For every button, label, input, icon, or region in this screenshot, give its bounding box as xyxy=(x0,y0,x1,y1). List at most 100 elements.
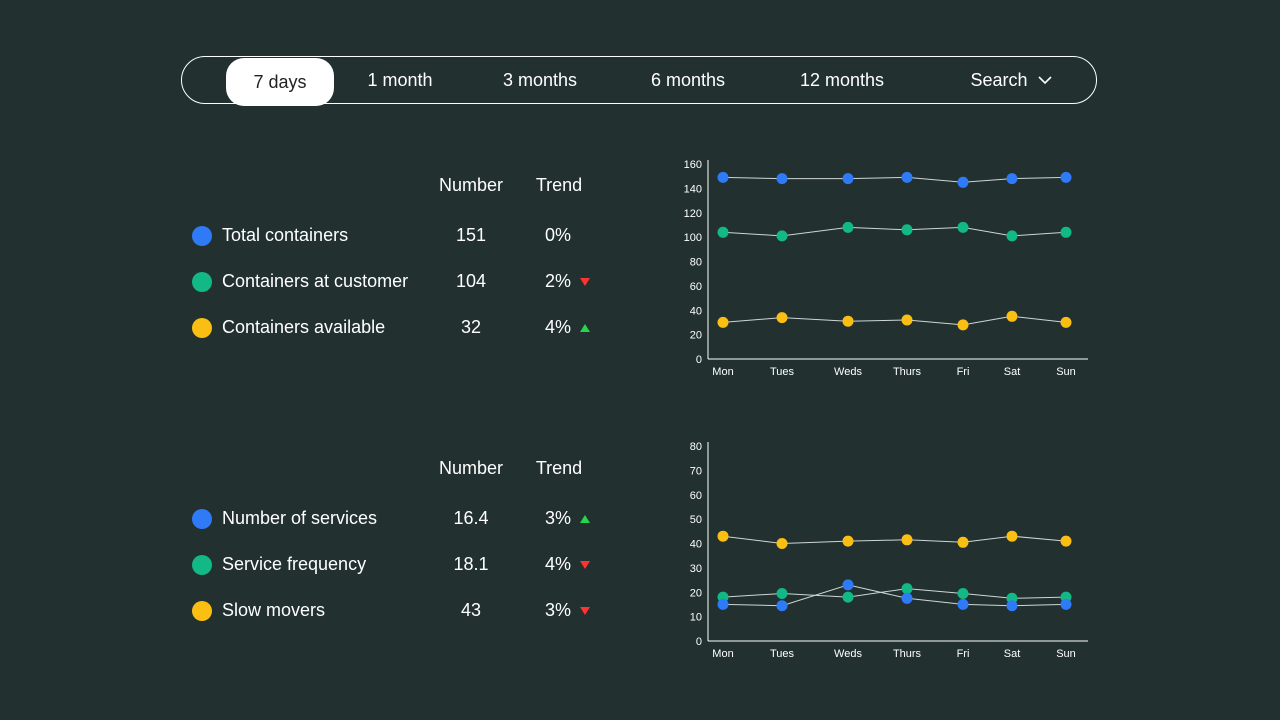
metric-label: Number of services xyxy=(222,508,378,528)
data-point xyxy=(1006,173,1018,185)
y-tick-label: 70 xyxy=(690,465,702,477)
data-point xyxy=(957,588,969,599)
data-point xyxy=(901,314,913,326)
y-tick-label: 80 xyxy=(690,257,702,269)
chevron-down-icon xyxy=(1037,76,1052,85)
metric-number: 104 xyxy=(455,271,487,291)
y-tick-label: 40 xyxy=(690,305,702,317)
legend-dot-yellow xyxy=(192,318,212,338)
x-tick-label: Weds xyxy=(834,648,862,660)
y-tick-label: 0 xyxy=(696,636,702,648)
x-tick-label: Fri xyxy=(957,366,970,378)
data-point xyxy=(1060,171,1072,183)
services-line-chart: 0 10 20 30 40 50 60 70 80 Mon Tues Weds Thurs Fri Sat S… xyxy=(690,441,1088,660)
metric-trend: 0% xyxy=(545,225,572,245)
search-label: Search xyxy=(970,69,1028,90)
data-point xyxy=(776,173,788,185)
x-tick-label: Weds xyxy=(834,366,862,378)
tab-3-months[interactable]: 3 months xyxy=(502,69,578,90)
data-point xyxy=(717,530,729,542)
header-trend: Trend xyxy=(535,175,583,195)
data-point xyxy=(717,598,729,610)
data-point xyxy=(1060,226,1072,238)
data-point xyxy=(717,171,729,183)
y-tick-label: 0 xyxy=(696,354,702,366)
trend-down-icon xyxy=(580,561,590,569)
metric-number: 43 xyxy=(460,600,482,620)
y-tick-label: 60 xyxy=(690,490,702,502)
y-tick-label: 60 xyxy=(690,281,702,293)
y-tick-label: 120 xyxy=(684,208,702,220)
x-tick-label: Sat xyxy=(1004,366,1021,378)
y-tick-label: 50 xyxy=(690,514,702,526)
data-point xyxy=(842,173,854,185)
metric-trend: 3% xyxy=(545,600,572,620)
data-point xyxy=(776,538,788,549)
data-point xyxy=(717,226,729,238)
x-tick-label: Mon xyxy=(712,648,733,660)
tab-7-days[interactable]: 7 days xyxy=(226,58,334,106)
x-tick-label: Mon xyxy=(712,366,733,378)
header-number: Number xyxy=(438,175,504,195)
y-tick-label: 40 xyxy=(690,539,702,551)
data-point xyxy=(776,230,788,242)
data-point xyxy=(1006,230,1018,242)
metric-label: Total containers xyxy=(222,225,349,245)
metric-trend: 4% xyxy=(545,554,572,574)
data-point xyxy=(1060,535,1072,547)
metric-label: Containers available xyxy=(222,317,386,337)
legend-dot-blue xyxy=(192,509,212,529)
search-dropdown[interactable]: Search xyxy=(946,57,1076,103)
x-tick-label: Tues xyxy=(770,648,795,660)
data-point xyxy=(957,536,969,548)
metric-label: Slow movers xyxy=(222,600,326,620)
y-tick-label: 30 xyxy=(690,563,702,575)
x-tick-label: Sun xyxy=(1056,648,1076,660)
data-point xyxy=(1060,316,1072,328)
x-tick-label: Sat xyxy=(1004,648,1021,660)
data-point xyxy=(901,171,913,183)
time-range-tabbar: 7 days 1 month 3 months 6 months 12 mont… xyxy=(181,56,1097,106)
x-tick-label: Thurs xyxy=(893,366,922,378)
legend-dot-green xyxy=(192,272,212,292)
data-point xyxy=(776,600,788,612)
data-point xyxy=(1006,310,1018,322)
data-point xyxy=(1006,530,1018,542)
metric-number: 16.4 xyxy=(453,508,489,528)
data-point xyxy=(842,315,854,327)
header-trend: Trend xyxy=(535,458,583,478)
legend-dot-green xyxy=(192,555,212,575)
trend-down-icon xyxy=(580,607,590,615)
data-point xyxy=(776,312,788,324)
data-point xyxy=(901,592,913,604)
metric-number: 151 xyxy=(455,225,487,245)
tab-1-month[interactable]: 1 month xyxy=(367,69,433,90)
x-tick-label: Sun xyxy=(1056,366,1076,378)
metric-label: Service frequency xyxy=(222,554,367,574)
data-point xyxy=(842,221,854,233)
x-tick-label: Fri xyxy=(957,648,970,660)
containers-line-chart: 0 20 40 60 80 100 120 140 160 Mon Tues Weds Thurs Fri… xyxy=(684,159,1088,378)
data-point xyxy=(901,224,913,236)
data-point xyxy=(717,316,729,328)
legend-dot-blue xyxy=(192,226,212,246)
metric-trend: 2% xyxy=(545,271,572,291)
tab-6-months[interactable]: 6 months xyxy=(650,69,726,90)
x-tick-label: Tues xyxy=(770,366,795,378)
data-point xyxy=(842,591,854,603)
data-point xyxy=(957,176,969,188)
y-tick-label: 80 xyxy=(690,441,702,453)
y-tick-label: 10 xyxy=(690,612,702,624)
data-point xyxy=(957,221,969,233)
metric-number: 32 xyxy=(460,317,482,337)
y-tick-label: 160 xyxy=(684,159,702,171)
data-point xyxy=(957,319,969,331)
trend-up-icon xyxy=(580,324,590,332)
tab-12-months[interactable]: 12 months xyxy=(799,69,885,90)
y-tick-label: 20 xyxy=(690,587,702,599)
header-number: Number xyxy=(438,458,504,478)
legend-dot-yellow xyxy=(192,601,212,621)
data-point xyxy=(776,588,788,599)
y-tick-label: 100 xyxy=(684,232,702,244)
trend-down-icon xyxy=(580,278,590,286)
